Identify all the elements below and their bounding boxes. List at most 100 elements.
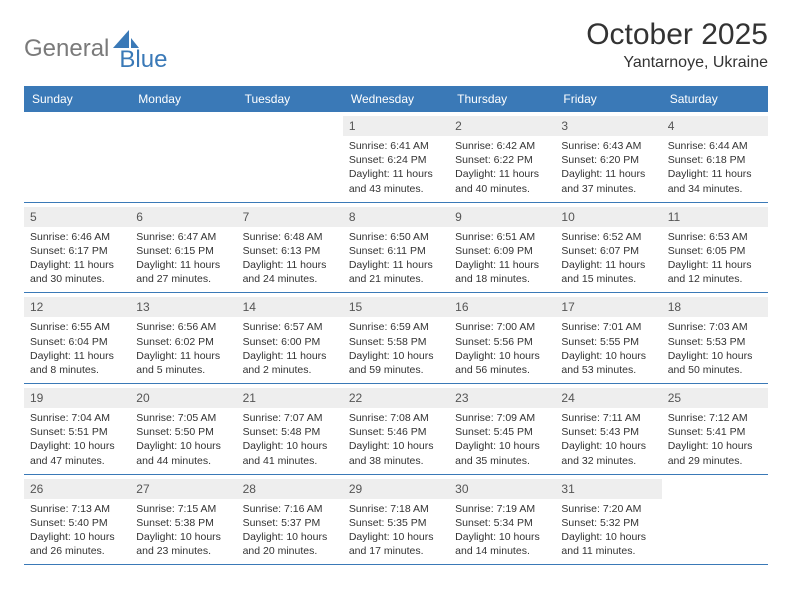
day-cell: 12Sunrise: 6:55 AMSunset: 6:04 PMDayligh… <box>24 293 130 383</box>
daylight-line: Daylight: 11 hours <box>668 258 762 272</box>
day-cell: 31Sunrise: 7:20 AMSunset: 5:32 PMDayligh… <box>555 475 661 565</box>
day-number: 30 <box>449 479 555 499</box>
day-number: 17 <box>555 297 661 317</box>
daylight-line: Daylight: 11 hours <box>455 167 549 181</box>
daylight-line: and 38 minutes. <box>349 454 443 468</box>
daylight-line: Daylight: 10 hours <box>349 439 443 453</box>
daylight-line: Daylight: 10 hours <box>668 439 762 453</box>
sunset-line: Sunset: 5:56 PM <box>455 335 549 349</box>
sunset-line: Sunset: 5:32 PM <box>561 516 655 530</box>
logo-text-gray: General <box>24 35 109 63</box>
sunset-line: Sunset: 6:18 PM <box>668 153 762 167</box>
day-cell: 20Sunrise: 7:05 AMSunset: 5:50 PMDayligh… <box>130 384 236 474</box>
sunset-line: Sunset: 5:34 PM <box>455 516 549 530</box>
daylight-line: and 23 minutes. <box>136 544 230 558</box>
sunrise-line: Sunrise: 6:53 AM <box>668 230 762 244</box>
sunrise-line: Sunrise: 7:15 AM <box>136 502 230 516</box>
day-cell: 14Sunrise: 6:57 AMSunset: 6:00 PMDayligh… <box>237 293 343 383</box>
sunrise-line: Sunrise: 7:11 AM <box>561 411 655 425</box>
daylight-line: and 56 minutes. <box>455 363 549 377</box>
day-cell: 6Sunrise: 6:47 AMSunset: 6:15 PMDaylight… <box>130 203 236 293</box>
day-number: 23 <box>449 388 555 408</box>
sunset-line: Sunset: 5:58 PM <box>349 335 443 349</box>
sunrise-line: Sunrise: 7:07 AM <box>243 411 337 425</box>
week-row: 5Sunrise: 6:46 AMSunset: 6:17 PMDaylight… <box>24 203 768 294</box>
day-cell: 9Sunrise: 6:51 AMSunset: 6:09 PMDaylight… <box>449 203 555 293</box>
daylight-line: Daylight: 10 hours <box>561 349 655 363</box>
daylight-line: Daylight: 11 hours <box>349 167 443 181</box>
sunset-line: Sunset: 6:20 PM <box>561 153 655 167</box>
day-number: 12 <box>24 297 130 317</box>
daylight-line: and 5 minutes. <box>136 363 230 377</box>
daylight-line: Daylight: 11 hours <box>455 258 549 272</box>
daylight-line: and 12 minutes. <box>668 272 762 286</box>
day-number: 27 <box>130 479 236 499</box>
sunrise-line: Sunrise: 6:55 AM <box>30 320 124 334</box>
sunset-line: Sunset: 5:38 PM <box>136 516 230 530</box>
sunset-line: Sunset: 6:11 PM <box>349 244 443 258</box>
day-number: 14 <box>237 297 343 317</box>
sunset-line: Sunset: 6:02 PM <box>136 335 230 349</box>
day-cell: 17Sunrise: 7:01 AMSunset: 5:55 PMDayligh… <box>555 293 661 383</box>
sunrise-line: Sunrise: 6:42 AM <box>455 139 549 153</box>
logo-text-blue: Blue <box>119 46 167 74</box>
daylight-line: and 35 minutes. <box>455 454 549 468</box>
day-number: 4 <box>662 116 768 136</box>
sunrise-line: Sunrise: 7:13 AM <box>30 502 124 516</box>
daylight-line: Daylight: 11 hours <box>561 167 655 181</box>
day-cell: 1Sunrise: 6:41 AMSunset: 6:24 PMDaylight… <box>343 112 449 202</box>
day-header-cell: Wednesday <box>343 86 449 112</box>
day-number: 29 <box>343 479 449 499</box>
daylight-line: and 43 minutes. <box>349 182 443 196</box>
day-number: 10 <box>555 207 661 227</box>
daylight-line: and 21 minutes. <box>349 272 443 286</box>
sunrise-line: Sunrise: 7:04 AM <box>30 411 124 425</box>
sunset-line: Sunset: 6:07 PM <box>561 244 655 258</box>
sunset-line: Sunset: 5:46 PM <box>349 425 443 439</box>
empty-day <box>24 116 130 136</box>
sunrise-line: Sunrise: 7:05 AM <box>136 411 230 425</box>
daylight-line: and 50 minutes. <box>668 363 762 377</box>
day-cell: 7Sunrise: 6:48 AMSunset: 6:13 PMDaylight… <box>237 203 343 293</box>
sunrise-line: Sunrise: 7:00 AM <box>455 320 549 334</box>
daylight-line: Daylight: 10 hours <box>455 530 549 544</box>
sunrise-line: Sunrise: 7:08 AM <box>349 411 443 425</box>
day-number: 18 <box>662 297 768 317</box>
daylight-line: Daylight: 11 hours <box>243 349 337 363</box>
day-number: 16 <box>449 297 555 317</box>
sunrise-line: Sunrise: 6:44 AM <box>668 139 762 153</box>
sunrise-line: Sunrise: 7:19 AM <box>455 502 549 516</box>
daylight-line: and 2 minutes. <box>243 363 337 377</box>
sunrise-line: Sunrise: 6:52 AM <box>561 230 655 244</box>
daylight-line: Daylight: 10 hours <box>561 530 655 544</box>
sunrise-line: Sunrise: 6:59 AM <box>349 320 443 334</box>
day-number: 20 <box>130 388 236 408</box>
sunrise-line: Sunrise: 7:03 AM <box>668 320 762 334</box>
title-block: October 2025 Yantarnoye, Ukraine <box>586 18 768 72</box>
sunset-line: Sunset: 6:15 PM <box>136 244 230 258</box>
daylight-line: and 53 minutes. <box>561 363 655 377</box>
day-cell: 18Sunrise: 7:03 AMSunset: 5:53 PMDayligh… <box>662 293 768 383</box>
sunrise-line: Sunrise: 6:43 AM <box>561 139 655 153</box>
sunrise-line: Sunrise: 7:01 AM <box>561 320 655 334</box>
day-number: 19 <box>24 388 130 408</box>
day-number: 5 <box>24 207 130 227</box>
daylight-line: and 40 minutes. <box>455 182 549 196</box>
sunrise-line: Sunrise: 6:46 AM <box>30 230 124 244</box>
day-header-cell: Sunday <box>24 86 130 112</box>
logo: General Blue <box>24 18 167 74</box>
week-row: 26Sunrise: 7:13 AMSunset: 5:40 PMDayligh… <box>24 475 768 566</box>
day-number: 25 <box>662 388 768 408</box>
empty-day <box>237 116 343 136</box>
day-number: 28 <box>237 479 343 499</box>
day-cell: 10Sunrise: 6:52 AMSunset: 6:07 PMDayligh… <box>555 203 661 293</box>
day-number: 15 <box>343 297 449 317</box>
day-cell: 15Sunrise: 6:59 AMSunset: 5:58 PMDayligh… <box>343 293 449 383</box>
sunset-line: Sunset: 6:05 PM <box>668 244 762 258</box>
header: General Blue October 2025 Yantarnoye, Uk… <box>24 18 768 74</box>
day-number: 2 <box>449 116 555 136</box>
daylight-line: and 20 minutes. <box>243 544 337 558</box>
daylight-line: and 59 minutes. <box>349 363 443 377</box>
sunrise-line: Sunrise: 6:50 AM <box>349 230 443 244</box>
sunset-line: Sunset: 5:50 PM <box>136 425 230 439</box>
